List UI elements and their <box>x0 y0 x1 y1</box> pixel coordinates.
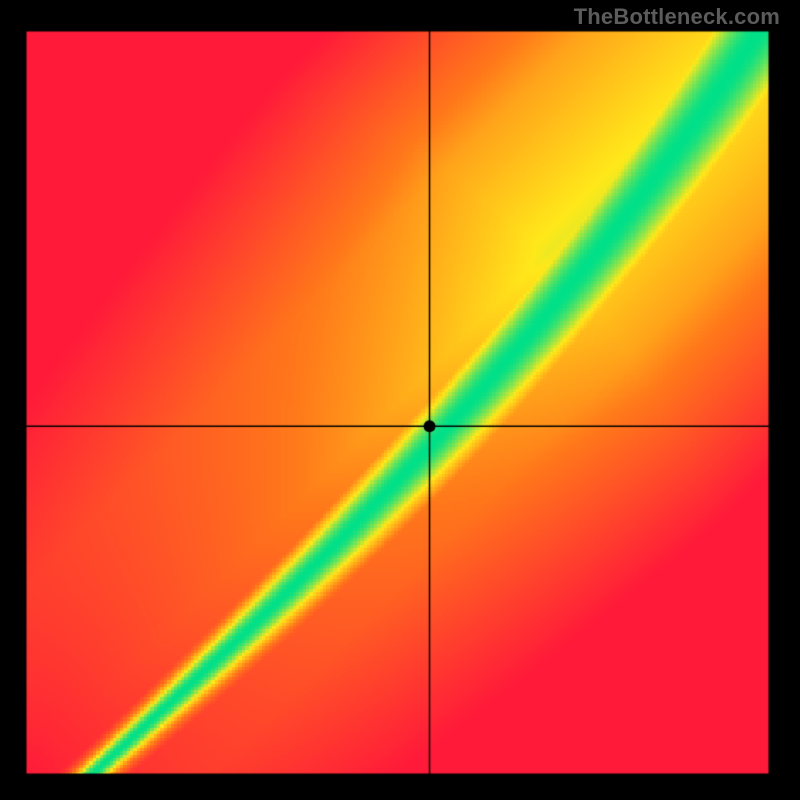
watermark-text: TheBottleneck.com <box>574 4 780 30</box>
bottleneck-heatmap <box>0 0 800 800</box>
chart-container: TheBottleneck.com <box>0 0 800 800</box>
